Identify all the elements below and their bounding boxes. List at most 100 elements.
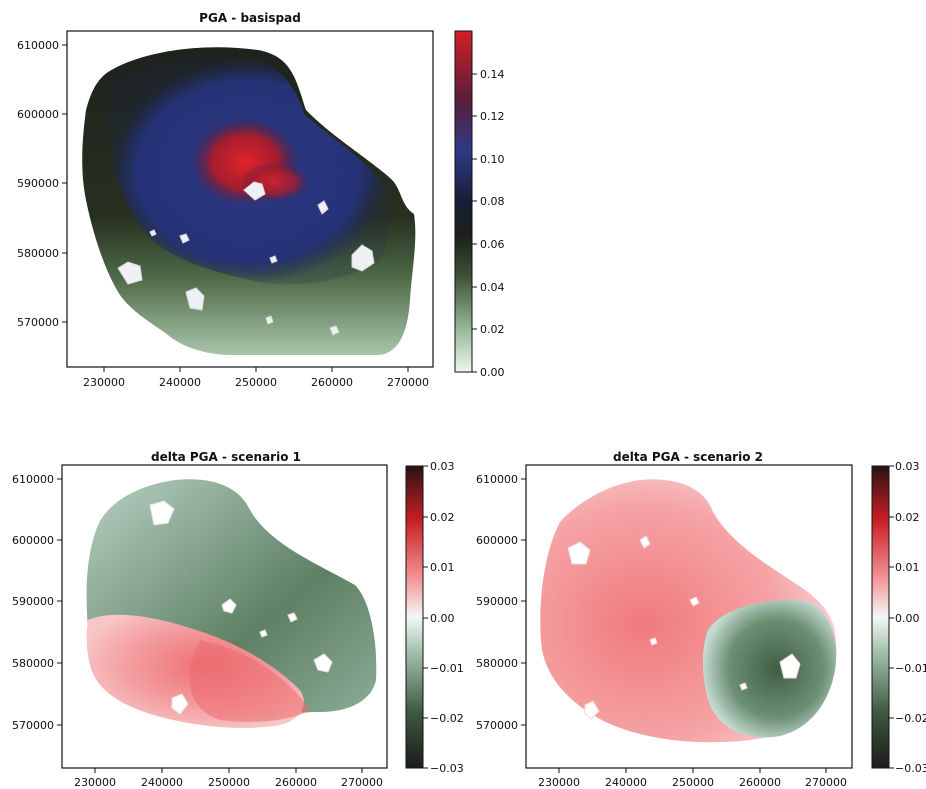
y-tick-label: 610000 xyxy=(12,473,54,486)
map-area xyxy=(86,479,377,728)
y-tick: 580000 xyxy=(12,657,62,670)
plot-frame xyxy=(525,464,853,769)
x-tick: 270000 xyxy=(387,367,429,389)
x-tick-label: 230000 xyxy=(538,776,580,789)
chart-title: delta PGA - scenario 1 xyxy=(151,450,301,464)
y-tick-label: 570000 xyxy=(476,719,518,732)
x-tick: 260000 xyxy=(311,367,353,389)
y-tick-label: 590000 xyxy=(17,177,59,190)
colorbar-tick-label: 0.06 xyxy=(480,238,505,251)
colorbar-tick: −0.01 xyxy=(889,662,926,675)
colorbar-tick: 0.03 xyxy=(423,460,455,473)
y-tick: 610000 xyxy=(12,473,62,486)
x-tick-label: 240000 xyxy=(159,376,201,389)
y-axis: 570000 580000 590000 600000 610000 xyxy=(12,473,62,732)
x-tick-label: 260000 xyxy=(739,776,781,789)
x-tick-label: 230000 xyxy=(74,776,116,789)
plot-frame xyxy=(61,464,388,769)
y-tick: 610000 xyxy=(476,473,526,486)
plot-frame xyxy=(66,30,434,368)
x-tick: 240000 xyxy=(605,768,647,789)
x-tick-label: 230000 xyxy=(83,376,125,389)
x-tick-label: 270000 xyxy=(341,776,383,789)
y-tick: 580000 xyxy=(17,247,67,260)
colorbar: 0.03 0.02 0.01 0.00 −0.01 −0.02 −0.03 xyxy=(405,460,464,775)
x-axis: 230000 240000 250000 260000 270000 xyxy=(83,367,429,389)
y-tick: 600000 xyxy=(17,108,67,121)
y-tick-label: 600000 xyxy=(12,534,54,547)
colorbar-tick: −0.01 xyxy=(423,662,464,675)
x-tick-label: 250000 xyxy=(672,776,714,789)
y-tick: 570000 xyxy=(17,316,67,329)
colorbar-tick-label: 0.14 xyxy=(480,68,505,81)
y-tick: 610000 xyxy=(17,39,67,52)
x-tick-label: 270000 xyxy=(387,376,429,389)
x-tick: 250000 xyxy=(235,367,277,389)
y-tick-label: 610000 xyxy=(17,39,59,52)
x-tick-label: 260000 xyxy=(311,376,353,389)
colorbar-tick-label: 0.12 xyxy=(480,110,505,123)
y-tick: 590000 xyxy=(12,595,62,608)
colorbar-tick: 0.00 xyxy=(423,612,455,625)
colorbar-tick-label: −0.02 xyxy=(430,712,464,725)
colorbar-tick-label: −0.01 xyxy=(895,662,926,675)
colorbar-tick-label: −0.03 xyxy=(430,762,464,775)
x-tick: 230000 xyxy=(83,367,125,389)
colorbar-tick: 0.01 xyxy=(423,561,455,574)
colorbar-tick: −0.02 xyxy=(889,712,926,725)
y-tick: 580000 xyxy=(476,657,526,670)
y-tick-label: 580000 xyxy=(476,657,518,670)
x-tick: 270000 xyxy=(341,768,383,789)
colorbar-gradient xyxy=(454,30,473,373)
colorbar-tick-label: 0.00 xyxy=(430,612,455,625)
y-tick-label: 570000 xyxy=(12,719,54,732)
colorbar-tick-label: −0.03 xyxy=(895,762,926,775)
plot-delta-pga-scenario-2: delta PGA - scenario 2 230000 240000 250… xyxy=(476,450,926,789)
x-axis: 230000 240000 250000 260000 270000 xyxy=(74,768,383,789)
colorbar-tick-label: 0.03 xyxy=(895,460,920,473)
colorbar: 0.00 0.02 0.04 0.06 0.08 0.10 0.12 0.14 xyxy=(454,30,505,379)
colorbar-tick: 0.03 xyxy=(889,460,920,473)
x-tick-label: 240000 xyxy=(605,776,647,789)
x-tick: 250000 xyxy=(672,768,714,789)
x-tick: 230000 xyxy=(538,768,580,789)
x-tick: 270000 xyxy=(805,768,847,789)
colorbar-tick: 0.08 xyxy=(472,195,505,208)
x-axis: 230000 240000 250000 260000 270000 xyxy=(538,768,847,789)
colorbar-tick: 0.02 xyxy=(889,511,920,524)
y-tick-label: 580000 xyxy=(17,247,59,260)
colorbar-tick-label: 0.03 xyxy=(430,460,455,473)
colorbar-tick: 0.14 xyxy=(472,68,505,81)
y-tick: 600000 xyxy=(12,534,62,547)
colorbar-tick-label: −0.01 xyxy=(430,662,464,675)
y-tick-label: 600000 xyxy=(17,108,59,121)
plot-delta-pga-scenario-1: delta PGA - scenario 1 230000 240000 250… xyxy=(12,450,464,789)
x-tick: 260000 xyxy=(275,768,317,789)
map-area xyxy=(82,47,416,355)
colorbar-gradient xyxy=(405,465,424,769)
x-tick: 240000 xyxy=(159,367,201,389)
colorbar-tick: 0.00 xyxy=(472,366,505,379)
x-tick-label: 240000 xyxy=(141,776,183,789)
x-tick-label: 250000 xyxy=(235,376,277,389)
colorbar-tick: 0.06 xyxy=(472,238,505,251)
colorbar: 0.03 0.02 0.01 0.00 −0.01 −0.02 −0.03 xyxy=(871,460,926,775)
colorbar-tick: 0.02 xyxy=(423,511,455,524)
y-axis: 570000 580000 590000 600000 610000 xyxy=(476,473,526,732)
colorbar-tick-label: 0.02 xyxy=(430,511,455,524)
x-tick: 230000 xyxy=(74,768,116,789)
colorbar-tick-label: −0.02 xyxy=(895,712,926,725)
y-tick: 600000 xyxy=(476,534,526,547)
colorbar-tick: 0.00 xyxy=(889,612,920,625)
x-tick: 250000 xyxy=(208,768,250,789)
colorbar-tick: 0.04 xyxy=(472,281,505,294)
colorbar-gradient xyxy=(871,465,890,769)
x-tick-label: 260000 xyxy=(275,776,317,789)
map-area xyxy=(540,479,837,743)
colorbar-tick-label: 0.04 xyxy=(480,281,505,294)
colorbar-tick-label: 0.00 xyxy=(480,366,505,379)
colorbar-tick: −0.03 xyxy=(423,762,464,775)
colorbar-tick: −0.03 xyxy=(889,762,926,775)
y-tick-label: 580000 xyxy=(12,657,54,670)
